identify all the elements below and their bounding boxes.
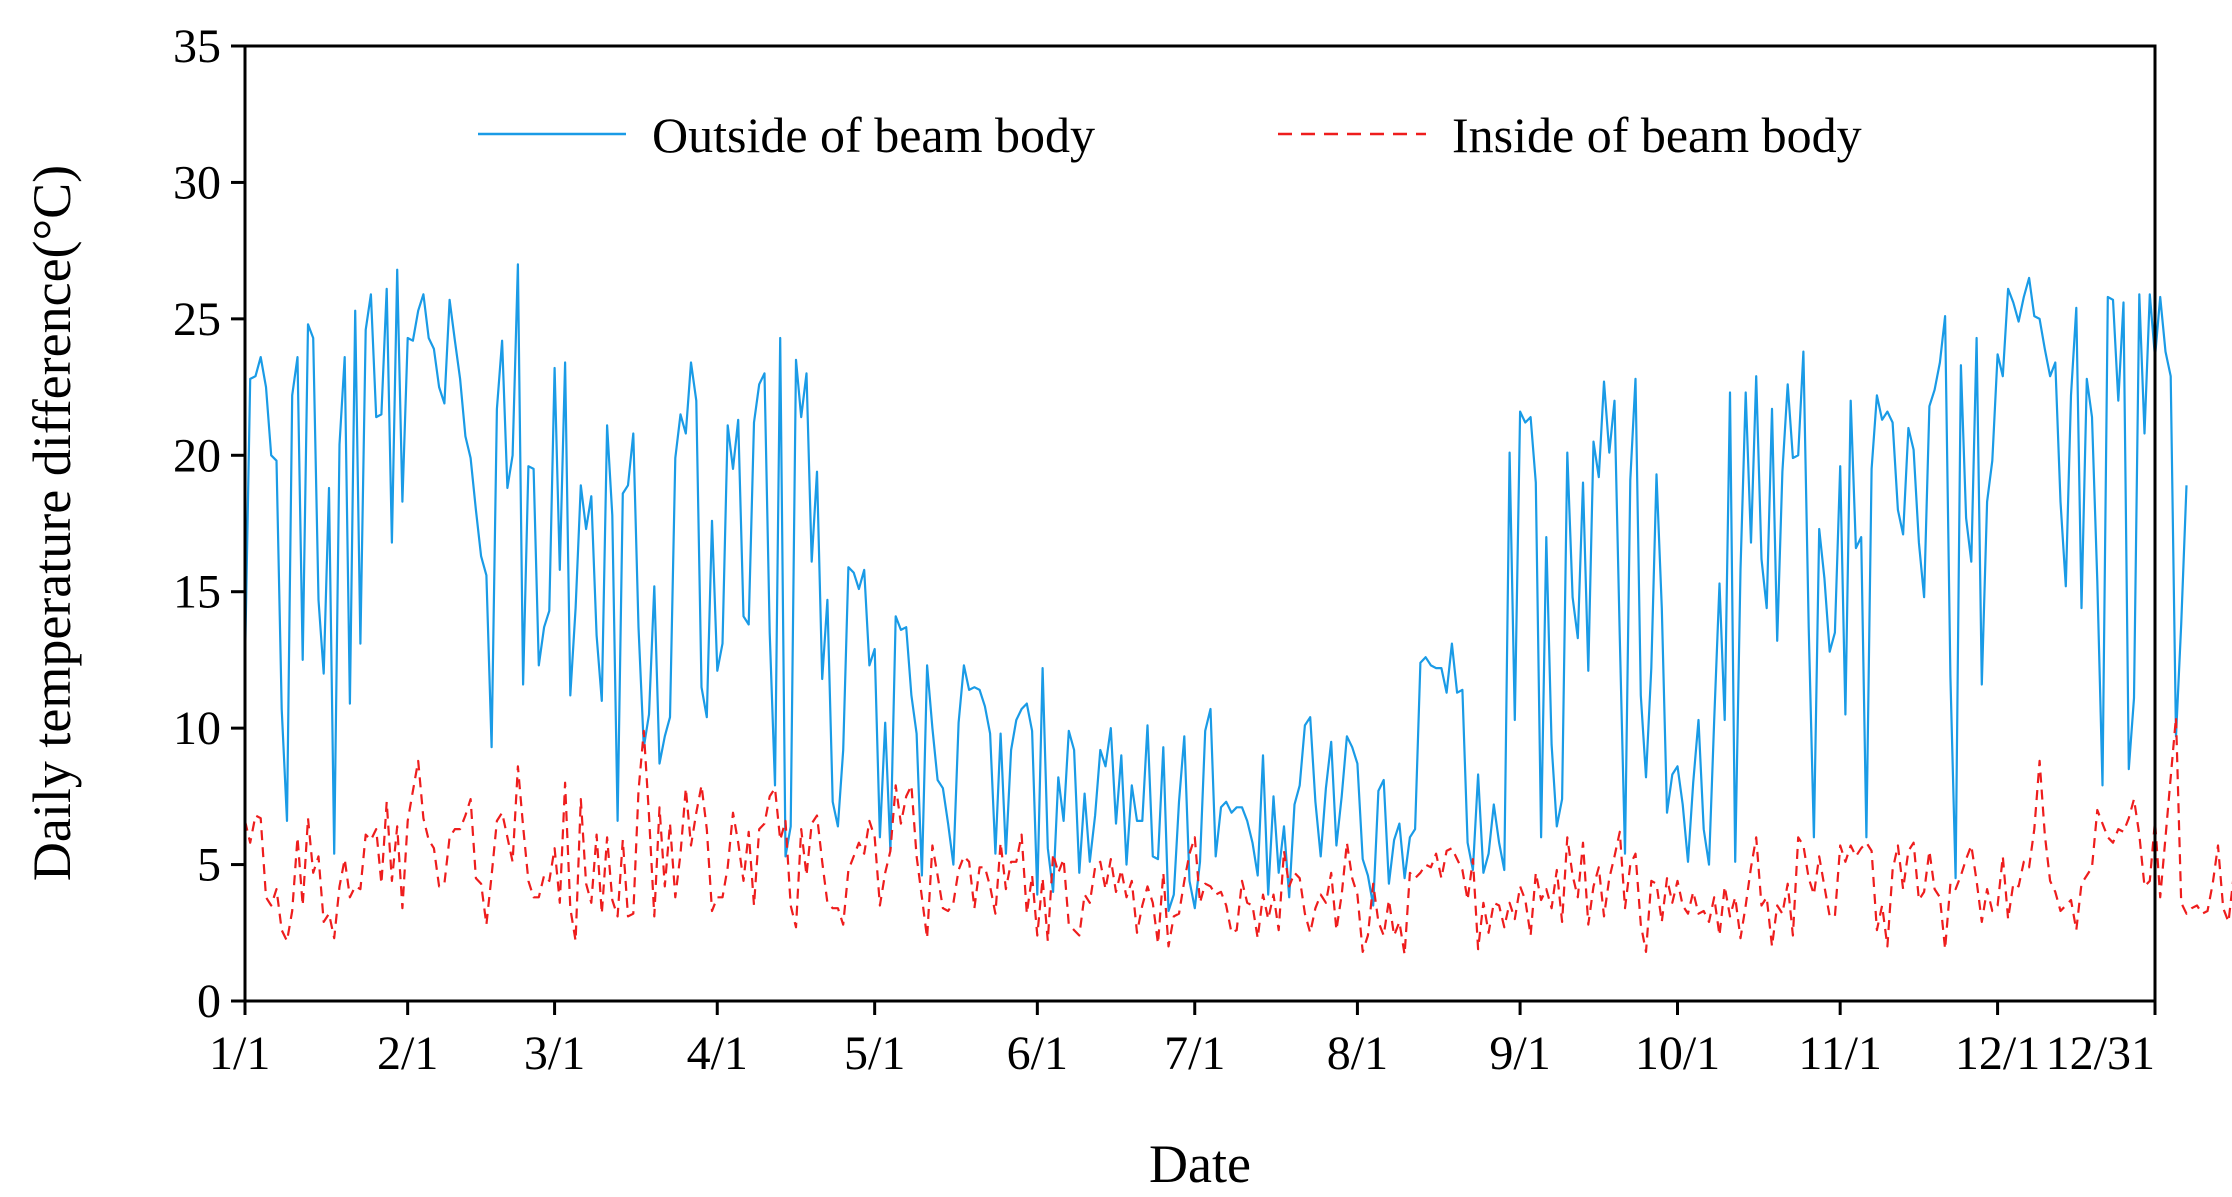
series-line-inside xyxy=(243,716,2232,956)
x-tick-label: 9/1 xyxy=(1489,1027,1550,1080)
x-tick-label: 6/1 xyxy=(1007,1027,1068,1080)
legend: Outside of beam body Inside of beam body xyxy=(478,107,1862,163)
x-tick-label: 5/1 xyxy=(844,1027,905,1080)
x-axis-title: Date xyxy=(1149,1134,1251,1194)
x-tick-label: 4/1 xyxy=(687,1027,748,1080)
x-tick-label: 12/31 xyxy=(2046,1027,2155,1080)
y-tick-label: 0 xyxy=(197,975,221,1028)
x-tick-label: 2/1 xyxy=(377,1027,438,1080)
x-tick-label: 8/1 xyxy=(1327,1027,1388,1080)
legend-label-outside: Outside of beam body xyxy=(652,107,1095,163)
y-tick-label: 15 xyxy=(173,566,221,619)
plot-frame xyxy=(243,44,2157,1003)
y-tick-label: 10 xyxy=(173,702,221,755)
y-axis-ticks: 0 5 10 15 20 25 30 35 xyxy=(173,20,245,1028)
x-tick-label: 11/1 xyxy=(1798,1027,1882,1080)
y-axis-title: Daily temperature difference(°C) xyxy=(22,165,82,881)
y-tick-label: 20 xyxy=(173,429,221,482)
x-tick-label: 12/1 xyxy=(1955,1027,2040,1080)
legend-label-inside: Inside of beam body xyxy=(1452,107,1862,163)
series-line-outside xyxy=(243,263,2188,913)
y-tick-label: 25 xyxy=(173,293,221,346)
x-tick-label: 3/1 xyxy=(524,1027,585,1080)
x-tick-label: 7/1 xyxy=(1164,1027,1225,1080)
x-axis-ticks: 1/1 2/1 3/1 4/1 5/1 6/1 7/1 8/1 9/1 10/1 11/1 12/1 1… xyxy=(209,1001,2157,1080)
series-layer xyxy=(243,263,2232,956)
y-tick-label: 35 xyxy=(173,20,221,73)
y-tick-label: 30 xyxy=(173,156,221,209)
y-tick-label: 5 xyxy=(197,839,221,892)
x-tick-label: 1/1 xyxy=(209,1027,270,1080)
x-tick-label: 10/1 xyxy=(1635,1027,1720,1080)
